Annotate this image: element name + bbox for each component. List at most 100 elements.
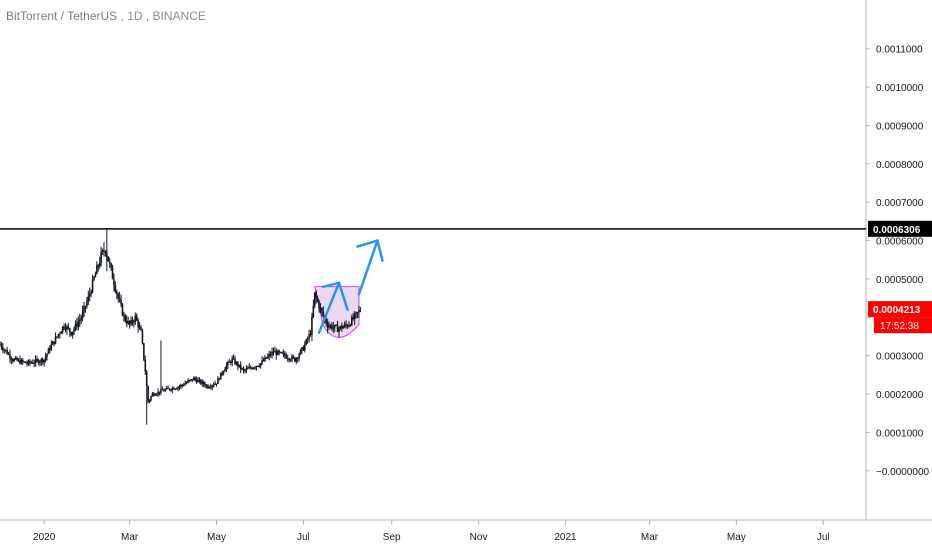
candle-body xyxy=(194,377,196,380)
candle-body xyxy=(201,381,204,384)
candle-body xyxy=(67,326,70,329)
candle-body xyxy=(258,365,261,367)
candle-body xyxy=(205,385,208,387)
candle-body xyxy=(215,383,218,385)
candle-body xyxy=(331,325,333,329)
y-tick-label: 0.0010000 xyxy=(876,83,924,94)
candle-body xyxy=(178,386,181,388)
x-tick-label: Mar xyxy=(121,532,139,543)
candle-body xyxy=(47,348,50,354)
title-separator: , xyxy=(120,9,128,23)
candle-body xyxy=(83,306,85,312)
candle-body xyxy=(73,328,75,332)
candle-body xyxy=(165,387,168,390)
candle-body xyxy=(157,391,159,395)
candle-body xyxy=(94,274,97,278)
candle-body xyxy=(264,357,266,361)
candle-body xyxy=(16,357,18,361)
x-tick-label: Sep xyxy=(383,532,401,543)
candle-body xyxy=(20,359,23,364)
candle-body xyxy=(80,317,82,320)
candle-body xyxy=(234,358,236,364)
candle-body xyxy=(228,361,231,363)
candle-body xyxy=(36,359,38,361)
candle-body xyxy=(329,325,332,327)
candle-body xyxy=(291,356,293,360)
candle-body xyxy=(292,356,295,358)
x-tick-label: Jul xyxy=(817,532,830,543)
candle-body xyxy=(111,267,114,280)
candle-body xyxy=(98,263,101,267)
candle-body xyxy=(308,334,310,339)
candle-body xyxy=(117,293,120,299)
candle-body xyxy=(31,362,34,364)
arrow-large-head xyxy=(356,239,384,262)
candle-body xyxy=(108,261,111,264)
candle-body xyxy=(141,330,144,344)
candle-body xyxy=(104,251,107,253)
candle-body xyxy=(170,389,172,391)
y-tick-label: 0.0005000 xyxy=(876,275,924,286)
candle-body xyxy=(120,300,122,305)
candle-body xyxy=(4,349,7,351)
candle-body xyxy=(294,357,296,362)
candle-body xyxy=(191,379,194,381)
candle-body xyxy=(33,362,35,364)
y-tick-label: −0.0000000 xyxy=(876,467,930,478)
candle-body xyxy=(76,323,78,327)
y-tick-label: 0.0006000 xyxy=(876,237,924,248)
candle-body xyxy=(249,367,252,369)
candle-body xyxy=(9,354,11,359)
x-tick-label: Nov xyxy=(470,532,488,543)
candle-body xyxy=(49,348,51,350)
x-tick-label: 2021 xyxy=(554,532,577,543)
candle-body xyxy=(341,326,343,329)
candle-body xyxy=(235,362,238,364)
candle-body xyxy=(57,334,60,337)
candle-body xyxy=(279,352,282,354)
candle-body xyxy=(143,343,145,360)
candle-body xyxy=(118,298,121,301)
candle-body xyxy=(34,359,37,363)
candle-body xyxy=(121,304,124,316)
candle-body xyxy=(266,356,269,359)
candle-body xyxy=(161,389,164,391)
candle-body xyxy=(315,292,318,298)
candle-body xyxy=(130,320,132,325)
candle-body xyxy=(197,380,199,383)
candle-body xyxy=(187,380,189,383)
candle-body xyxy=(325,318,327,324)
candle-body xyxy=(313,292,316,306)
candle-body xyxy=(275,351,278,355)
y-tick-label: 0.0003000 xyxy=(876,352,924,363)
candle-body xyxy=(285,355,288,359)
candle-body xyxy=(269,354,272,356)
candle-body xyxy=(218,378,221,380)
candle-body xyxy=(353,313,356,320)
candle-body xyxy=(333,324,336,328)
x-tick-label: Mar xyxy=(641,532,659,543)
candle-body xyxy=(185,382,188,384)
candle-body xyxy=(164,389,167,391)
candle-body xyxy=(192,377,195,381)
candle-body xyxy=(14,357,17,360)
candle-body xyxy=(154,394,157,396)
candle-body xyxy=(115,291,118,294)
candle-body xyxy=(91,279,94,293)
candle-body xyxy=(7,354,10,356)
candle-body xyxy=(359,310,362,312)
resistance-price-tag xyxy=(868,220,932,237)
candle-body xyxy=(319,308,322,310)
candle-body xyxy=(68,328,71,333)
candle-body xyxy=(3,349,6,351)
candle-body xyxy=(61,326,64,332)
candle-body xyxy=(302,347,305,351)
candle-body xyxy=(265,357,268,359)
candle-body xyxy=(27,360,30,364)
candle-body xyxy=(281,352,283,354)
candle-body xyxy=(0,344,3,348)
interval: 1D xyxy=(127,9,143,23)
candle-body xyxy=(254,367,256,369)
